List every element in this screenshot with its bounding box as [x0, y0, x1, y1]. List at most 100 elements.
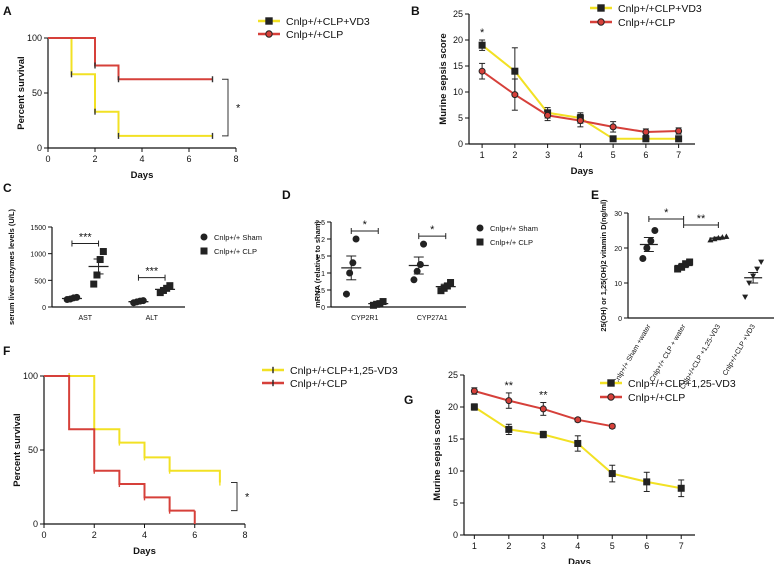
y-tick-label: 0	[33, 519, 38, 529]
panel-letter: A	[3, 4, 12, 18]
data-point	[544, 111, 552, 119]
x-tick-label: 6	[192, 530, 197, 540]
legend-label: Cnlp+/+CLP	[286, 29, 343, 41]
legend-marker	[607, 393, 615, 401]
x-tick-label: CYP27A1	[417, 315, 448, 322]
data-point	[675, 127, 683, 135]
x-tick-label: Cnlp+/+CLP +VD3	[722, 323, 757, 377]
x-axis-label: Days	[133, 546, 156, 557]
data-point	[478, 41, 486, 49]
y-axis-label: Percent survival	[16, 56, 27, 129]
x-tick-label: 4	[142, 530, 147, 540]
y-tick-label: 15	[448, 434, 458, 444]
significance-label: ***	[145, 266, 159, 278]
data-point	[574, 439, 582, 447]
x-tick-label: 6	[186, 154, 191, 164]
data-point	[723, 233, 730, 239]
legend-label: Cnlp+/+CLP	[618, 17, 675, 29]
data-point	[574, 416, 582, 424]
data-point	[93, 271, 101, 279]
x-axis-label: Days	[568, 557, 591, 564]
y-tick-label: 10	[614, 281, 622, 288]
y-tick-label: 100	[23, 371, 38, 381]
x-tick-label: 6	[644, 541, 649, 551]
legend-label: Cnlp+/+CLP+1,25-VD3	[290, 365, 398, 377]
legend-label: Cnlp+/+ Sham	[490, 224, 538, 233]
x-tick-label: 5	[611, 150, 616, 160]
x-tick-label: 2	[506, 541, 511, 551]
x-tick-label: 6	[643, 150, 648, 160]
legend-marker	[265, 17, 273, 25]
y-tick-label: 20	[453, 35, 463, 45]
y-tick-label: 30	[614, 211, 622, 218]
data-point	[576, 117, 584, 125]
panel-letter: F	[3, 344, 10, 358]
data-point	[642, 135, 650, 143]
significance-label: *	[480, 27, 485, 39]
panel-letter: B	[411, 4, 420, 18]
series-line	[44, 375, 221, 483]
y-tick-label: 50	[28, 445, 38, 455]
x-tick-label: 7	[679, 541, 684, 551]
legend-label: Cnlp+/+CLP+VD3	[618, 3, 702, 15]
panel-letter: G	[404, 393, 413, 407]
x-tick-label: 2	[512, 150, 517, 160]
y-tick-label: 1.5	[315, 254, 325, 261]
legend-label: Cnlp+/+ Sham	[214, 233, 262, 242]
data-point	[470, 387, 478, 395]
legend-marker	[597, 18, 605, 26]
y-axis-label: serum liver enzymes levels (U/L)	[7, 209, 16, 325]
x-tick-label: 1	[472, 541, 477, 551]
significance-label: **	[539, 390, 548, 402]
y-axis-label: mRNA (relative to sham)	[313, 221, 322, 308]
legend-label: Cnlp+/+CLP+VD3	[286, 16, 370, 28]
significance-label: *	[430, 224, 435, 236]
data-point	[608, 470, 616, 478]
legend-marker	[607, 379, 615, 387]
y-tick-label: 0	[321, 305, 325, 312]
data-point	[478, 67, 486, 75]
significance-label: *	[245, 492, 250, 504]
significance-label: *	[664, 207, 669, 219]
x-tick-label: 0	[41, 530, 46, 540]
y-tick-label: 0	[618, 316, 622, 323]
data-point	[639, 255, 647, 262]
y-tick-label: 0	[453, 530, 458, 540]
y-tick-label: 25	[448, 370, 458, 380]
y-tick-label: 2.5	[315, 220, 325, 227]
y-tick-label: 0	[458, 139, 463, 149]
data-point	[642, 128, 650, 136]
x-tick-label: 8	[242, 530, 247, 540]
y-tick-label: 10	[448, 466, 458, 476]
y-tick-label: 0	[42, 305, 46, 312]
series-line	[44, 375, 195, 512]
data-point	[511, 91, 519, 99]
legend-marker	[476, 238, 484, 246]
data-point	[99, 248, 107, 256]
legend-marker	[200, 247, 208, 255]
data-point	[96, 256, 104, 264]
x-tick-label: 3	[545, 150, 550, 160]
x-tick-label: 4	[139, 154, 144, 164]
y-tick-label: 20	[614, 246, 622, 253]
significance-label: **	[505, 380, 514, 392]
y-tick-label: 15	[453, 61, 463, 71]
panel-letter: E	[591, 188, 599, 202]
y-tick-label: 100	[27, 33, 42, 43]
y-tick-label: 10	[453, 87, 463, 97]
data-point	[539, 405, 547, 413]
legend-marker	[476, 224, 484, 232]
x-tick-label: 3	[541, 541, 546, 551]
y-tick-label: 5	[453, 498, 458, 508]
x-tick-label: 0	[45, 154, 50, 164]
significance-label: *	[363, 219, 368, 231]
panel-letter: D	[282, 188, 291, 202]
series-line	[48, 37, 213, 81]
x-axis-label: Days	[131, 170, 154, 181]
data-point	[90, 280, 98, 288]
data-point	[608, 422, 616, 430]
series-line	[48, 37, 213, 137]
y-tick-label: 1000	[30, 252, 46, 259]
legend-label: Cnlp+/+CLP+1,25-VD3	[628, 378, 736, 390]
